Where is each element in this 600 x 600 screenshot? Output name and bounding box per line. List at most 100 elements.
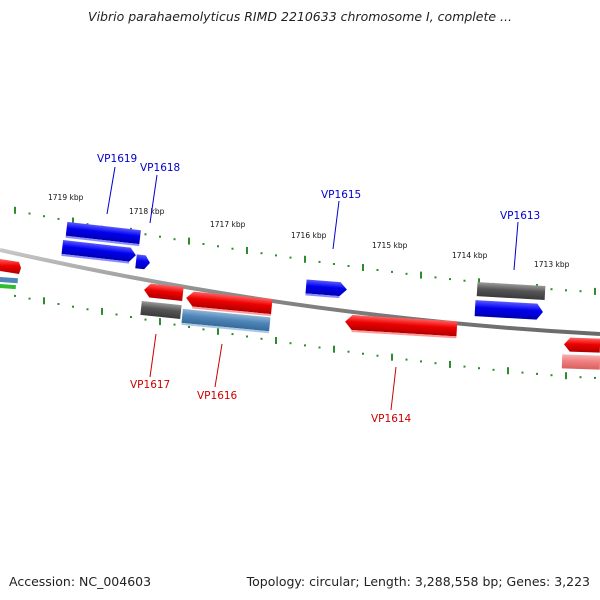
minor-tick — [130, 316, 132, 318]
tick-label-1719: 1719 kbp — [48, 193, 84, 202]
major-tick — [275, 337, 277, 344]
minor-tick — [159, 235, 161, 238]
gene-vp1619-top[interactable] — [65, 221, 141, 247]
major-tick — [449, 360, 451, 368]
minor-tick — [521, 371, 524, 374]
minor-tick — [173, 323, 176, 326]
minor-tick — [289, 256, 292, 259]
minor-tick — [550, 288, 553, 291]
minor-tick — [318, 260, 321, 263]
minor-tick — [275, 254, 277, 257]
minor-tick — [144, 233, 147, 236]
minor-tick — [347, 350, 350, 353]
major-tick — [362, 264, 364, 271]
tick-label-1714: 1714 kbp — [452, 251, 488, 260]
minor-tick — [594, 376, 596, 379]
gene-vp1613[interactable] — [474, 300, 544, 320]
major-tick — [478, 278, 480, 286]
minor-tick — [57, 217, 60, 220]
minor-tick — [463, 279, 466, 282]
minor-tick — [463, 365, 466, 368]
minor-tick — [202, 243, 205, 245]
gene-right-edge-pink[interactable] — [561, 354, 600, 370]
minor-tick — [28, 297, 31, 300]
major-tick — [594, 287, 596, 295]
gene-vp1617[interactable] — [140, 300, 182, 320]
major-tick — [43, 297, 45, 305]
major-tick — [159, 318, 161, 326]
minor-tick — [217, 245, 219, 248]
minor-tick — [434, 276, 437, 279]
gene-label-vp1613[interactable]: VP1613 — [500, 210, 540, 222]
chromosome-backbone — [0, 248, 600, 336]
minor-tick — [260, 337, 263, 340]
gene-label-vp1619[interactable]: VP1619 — [97, 153, 137, 165]
major-tick — [246, 247, 248, 254]
major-tick — [565, 372, 567, 380]
major-tick — [188, 237, 190, 245]
gene-right-edge-red[interactable] — [564, 337, 600, 353]
gene-vp1615[interactable] — [305, 279, 347, 299]
major-tick — [101, 307, 103, 315]
minor-tick — [376, 269, 379, 271]
minor-tick — [202, 328, 205, 331]
tick-label-1718: 1718 kbp — [129, 207, 165, 216]
gene-label-group: VP1619 VP1618 VP1615 VP1613 VP1617 VP161… — [97, 153, 540, 425]
minor-tick — [376, 354, 379, 357]
left-edge-features — [0, 259, 21, 290]
tick-label-1717: 1717 kbp — [210, 220, 246, 229]
tick-label-group: 1719 kbp 1718 kbp 1717 kbp 1716 kbp 1715… — [48, 193, 570, 269]
minor-tick — [231, 333, 234, 336]
minor-tick — [550, 374, 553, 377]
major-tick — [304, 255, 306, 263]
gene-label-vp1618[interactable]: VP1618 — [140, 162, 180, 174]
gene-gray-forward[interactable] — [476, 282, 546, 300]
gene-label-vp1615[interactable]: VP1615 — [321, 189, 361, 201]
minor-tick — [144, 318, 147, 321]
gene-label-vp1616[interactable]: VP1616 — [197, 390, 238, 402]
reverse-strand-genes — [140, 283, 600, 370]
minor-tick — [115, 313, 118, 316]
leader-lines — [106, 166, 519, 411]
major-tick — [333, 345, 335, 353]
gene-vp1616[interactable] — [181, 308, 271, 334]
minor-tick — [362, 352, 364, 355]
minor-tick — [565, 289, 567, 292]
left-edge-red-gene — [0, 259, 21, 274]
gene-label-vp1614[interactable]: VP1614 — [371, 413, 412, 425]
minor-tick — [304, 344, 306, 347]
major-tick — [507, 367, 509, 375]
accession-text: Accession: NC_004603 — [9, 574, 152, 589]
minor-tick — [333, 263, 335, 265]
inner-tick-ring — [14, 294, 596, 380]
minor-tick — [391, 270, 393, 273]
major-tick — [420, 271, 422, 279]
gene-vp1619-bottom[interactable] — [61, 239, 136, 264]
map-title: Vibrio parahaemolyticus RIMD 2210633 chr… — [88, 9, 512, 24]
major-tick — [72, 217, 74, 225]
minor-tick — [434, 362, 437, 365]
minor-tick — [188, 326, 190, 328]
gene-vp1617-red[interactable] — [143, 283, 184, 301]
minor-tick — [43, 215, 45, 218]
minor-tick — [289, 342, 292, 345]
minor-tick — [86, 223, 89, 226]
minor-tick — [536, 372, 538, 375]
minor-tick — [14, 294, 16, 297]
minor-tick — [231, 247, 234, 250]
major-tick — [14, 206, 16, 214]
gene-label-vp1617[interactable]: VP1617 — [130, 379, 170, 391]
minor-tick — [28, 212, 31, 215]
forward-strand-genes — [61, 221, 546, 320]
minor-tick — [405, 272, 408, 275]
minor-tick — [72, 305, 74, 308]
major-tick — [391, 353, 393, 361]
gene-vp1614[interactable] — [344, 315, 458, 339]
gene-vp1618[interactable] — [135, 254, 150, 270]
minor-tick — [57, 303, 60, 305]
minor-tick — [405, 358, 408, 361]
gene-red-vp1616-upper[interactable] — [185, 291, 273, 317]
tick-label-1713: 1713 kbp — [534, 260, 570, 269]
